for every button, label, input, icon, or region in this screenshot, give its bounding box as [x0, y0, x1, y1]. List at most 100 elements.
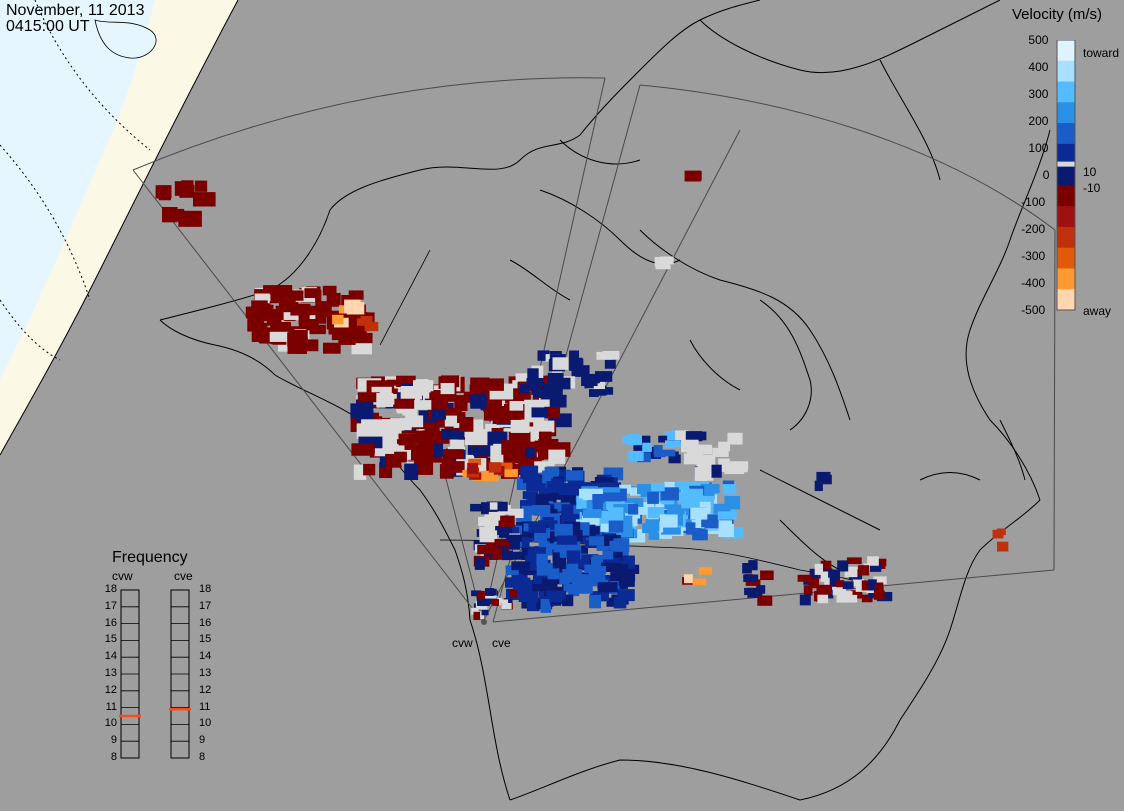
velocity-cell	[488, 462, 502, 473]
colorbar-segment	[1057, 268, 1075, 290]
velocity-cell	[498, 515, 515, 528]
velocity-cell	[359, 443, 375, 454]
time-label: 0415:00 UT	[6, 18, 90, 35]
velocity-cell	[490, 445, 505, 463]
velocity-cell	[404, 463, 419, 481]
velocity-cell	[874, 582, 884, 594]
velocity-cell	[816, 584, 833, 595]
velocity-cell	[700, 483, 720, 494]
colorbar-segment	[1057, 164, 1075, 186]
velocity-cell	[873, 576, 887, 585]
velocity-cell	[601, 487, 621, 497]
velocity-cell	[470, 377, 490, 389]
velocity-cell	[595, 566, 607, 575]
velocity-cell	[711, 464, 722, 478]
velocity-cell	[497, 501, 508, 512]
velocity-cell	[647, 507, 665, 519]
velocity-cell	[604, 550, 623, 561]
velocity-cell	[835, 580, 845, 587]
velocity-cell	[548, 449, 566, 464]
velocity-cell	[861, 594, 873, 603]
velocity-cell	[655, 498, 672, 510]
velocity-cell	[616, 564, 629, 576]
velocity-cell	[569, 350, 579, 361]
velocity-cell	[664, 431, 678, 440]
velocity-cell	[386, 451, 407, 463]
velocity-cell	[510, 419, 530, 433]
velocity-cell	[566, 550, 581, 564]
radar-site-cve: cve	[492, 636, 511, 650]
velocity-cell	[718, 458, 730, 472]
velocity-cell	[499, 527, 513, 538]
velocity-cell	[604, 359, 616, 369]
velocity-cell	[552, 549, 564, 563]
velocity-cell	[645, 519, 660, 532]
velocity-cell	[533, 420, 555, 433]
colorbar-segment	[1057, 247, 1075, 269]
velocity-cell	[698, 491, 715, 500]
radar-site-cvw: cvw	[452, 636, 473, 650]
velocity-cell	[530, 547, 546, 557]
velocity-cell	[507, 534, 522, 542]
velocity-cell	[594, 477, 614, 486]
velocity-cell	[444, 407, 462, 419]
velocity-cell	[627, 450, 644, 462]
velocity-cell	[829, 577, 841, 587]
velocity-cell	[411, 444, 434, 461]
velocity-cell	[584, 377, 594, 389]
velocity-cell	[501, 599, 509, 606]
velocity-cell	[687, 171, 702, 181]
velocity-cell	[519, 384, 530, 393]
velocity-cell	[745, 579, 761, 586]
freq-radar-label-cve: cve	[174, 569, 193, 583]
velocity-cell	[659, 256, 674, 265]
velocity-cell	[699, 495, 715, 507]
velocity-cell	[483, 397, 498, 412]
velocity-cell	[394, 398, 415, 409]
velocity-colorbar	[1056, 40, 1076, 311]
velocity-cell	[537, 350, 550, 361]
velocity-cell	[492, 547, 502, 560]
velocity-cell	[471, 590, 482, 597]
velocity-cell	[508, 508, 524, 519]
colorbar-tick-label: 400	[1028, 60, 1049, 74]
velocity-cell	[477, 544, 491, 555]
velocity-cell	[256, 312, 276, 322]
velocity-cell	[306, 319, 319, 331]
velocity-cell	[842, 581, 854, 589]
frequency-tick-label: 10	[199, 717, 212, 730]
velocity-cell	[498, 462, 513, 470]
velocity-cell	[556, 469, 571, 482]
velocity-cell	[604, 534, 621, 546]
colorbar-segment	[1057, 185, 1075, 207]
frequency-tick-label: 8	[199, 751, 206, 763]
velocity-cell	[503, 447, 526, 464]
velocity-cell	[470, 394, 487, 409]
velocity-cell	[713, 503, 731, 514]
velocity-cell	[450, 461, 465, 473]
velocity-cell	[557, 535, 578, 545]
velocity-cell	[357, 392, 380, 403]
velocity-cell	[742, 563, 752, 574]
velocity-cell	[551, 478, 563, 487]
velocity-cell	[351, 340, 372, 355]
velocity-cell	[263, 285, 281, 295]
velocity-cell	[675, 430, 689, 441]
velocity-cell	[712, 447, 729, 457]
velocity-cell	[589, 594, 602, 609]
velocity-cell	[521, 505, 535, 515]
colorbar-segment	[1057, 81, 1075, 103]
velocity-cell	[522, 447, 536, 458]
velocity-cell	[162, 207, 178, 223]
velocity-cell	[760, 570, 774, 581]
velocity-cells	[155, 170, 1009, 621]
velocity-cell	[653, 445, 663, 456]
velocity-cell	[528, 380, 540, 390]
velocity-cell	[538, 520, 558, 531]
velocity-cell	[685, 431, 703, 442]
velocity-cell	[844, 566, 858, 578]
velocity-cell	[346, 302, 365, 315]
velocity-cell	[628, 503, 639, 515]
velocity-cell	[850, 590, 863, 599]
velocity-cell	[534, 532, 547, 542]
